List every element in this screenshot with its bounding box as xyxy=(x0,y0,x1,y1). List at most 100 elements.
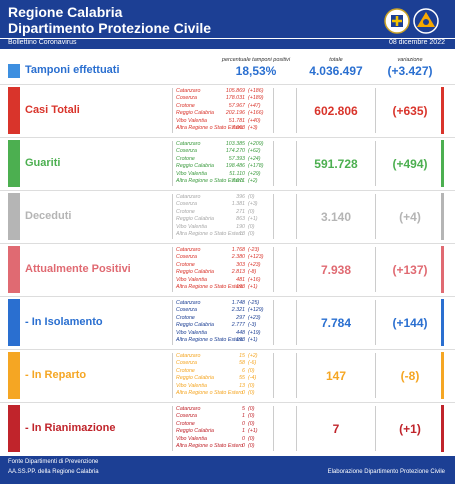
color-bar xyxy=(441,405,444,452)
area-value: 2.380 xyxy=(231,254,245,261)
area-name: Altra Regione o Stato Estero xyxy=(176,442,244,449)
section-total: 7.938 xyxy=(320,262,352,277)
section: Casi Totali Catanzaro 105.869 (+186) Cosenza… xyxy=(0,84,455,136)
color-bar xyxy=(441,352,444,399)
area-name: Crotone xyxy=(176,314,195,321)
area-name: Vibo Valentia xyxy=(176,329,207,336)
color-bar xyxy=(441,299,444,346)
area-name: Altra Regione o Stato Estero xyxy=(176,389,244,396)
area-name: Reggio Calabria xyxy=(176,428,214,435)
area-change: (0) xyxy=(248,208,255,215)
area-name: Vibo Valentia xyxy=(176,435,207,442)
detail-row: Catanzaro 396 (0) xyxy=(173,194,273,201)
separator xyxy=(375,194,376,239)
area-change: (0) xyxy=(248,194,255,200)
detail-row: Cosenza 1.381 (+3) xyxy=(173,201,273,208)
section-title: - In Rianimazione xyxy=(25,421,116,434)
detail-row: Catanzaro 105.869 (+186) xyxy=(173,88,273,95)
area-change: (-6) xyxy=(248,360,257,367)
area-name: Altra Regione o Stato Estero xyxy=(176,283,244,290)
area-change: (+1) xyxy=(248,216,258,223)
area-name: Altra Regione o Stato Estero xyxy=(176,177,244,184)
area-value: 0 xyxy=(242,420,245,427)
area-name: Reggio Calabria xyxy=(176,110,214,117)
section-change: (+144) xyxy=(392,315,428,330)
detail-row: Catanzaro 15 (+2) xyxy=(173,353,273,360)
area-name: Catanzaro xyxy=(176,247,201,253)
area-name: Crotone xyxy=(176,367,195,374)
section-total: 147 xyxy=(325,368,347,383)
area-value: 2.813 xyxy=(231,269,245,276)
section-total: 3.140 xyxy=(320,209,352,224)
area-value: 103.385 xyxy=(225,141,245,147)
separator xyxy=(296,141,297,186)
area-value: 0 xyxy=(242,442,245,449)
section-total: 591.728 xyxy=(314,156,358,171)
detail-row: Reggio Calabria 863 (+1) xyxy=(173,216,273,223)
color-bar xyxy=(8,193,20,240)
area-change: (0) xyxy=(248,406,255,412)
area-value: 174.270 xyxy=(225,148,245,155)
area-change: (0) xyxy=(248,413,255,420)
color-bar xyxy=(8,299,20,346)
sub-bar xyxy=(0,38,455,49)
area-value: 396 xyxy=(236,194,245,200)
section-title: Deceduti xyxy=(25,209,72,222)
area-change: (-8) xyxy=(248,269,257,276)
area-change: (0) xyxy=(248,442,255,449)
detail-row: Altra Regione o Stato Estero 7.071 (+2) xyxy=(173,178,273,185)
separator xyxy=(296,406,297,451)
detail-row: Altra Regione o Stato Estero 0 (0) xyxy=(173,390,273,397)
section-title: Attualmente Positivi xyxy=(25,262,131,275)
area-name: Altra Regione o Stato Estero xyxy=(176,124,244,131)
area-value: 7.063 xyxy=(231,124,245,131)
bulletin: Bollettino Coronavirus xyxy=(8,39,77,46)
separator xyxy=(375,141,376,186)
area-change: (0) xyxy=(248,389,255,396)
area-change: (-4) xyxy=(248,375,257,382)
area-change: (+23) xyxy=(248,261,261,268)
separator xyxy=(375,406,376,451)
color-bar xyxy=(441,193,444,240)
area-change: (+3) xyxy=(248,124,258,131)
area-change: (0) xyxy=(248,382,255,389)
detail-box: Catanzaro 103.385 (+209) Cosenza 174.270 (+62… xyxy=(172,141,274,186)
logos xyxy=(384,8,439,34)
area-name: Cosenza xyxy=(176,95,197,102)
detail-row: Crotone 57.393 (+24) xyxy=(173,156,273,163)
detail-row: Crotone 6 (0) xyxy=(173,368,273,375)
area-name: Vibo Valentia xyxy=(176,223,207,230)
separator xyxy=(296,353,297,398)
detail-row: Altra Regione o Stato Estero 7.063 (+3) xyxy=(173,125,273,132)
detail-box: Catanzaro 5 (0) Cosenza 1 (0) Crotone 0 (0) Reggi… xyxy=(172,406,274,451)
area-change: (-25) xyxy=(248,300,260,306)
area-value: 2.321 xyxy=(231,307,245,314)
area-name: Catanzaro xyxy=(176,88,201,94)
source: Fonte Dipartimenti di Prevenzione xyxy=(8,459,99,465)
area-value: 57.967 xyxy=(228,102,245,109)
section-change: (+494) xyxy=(392,156,428,171)
column-header: variazione xyxy=(397,57,423,63)
area-value: 51.781 xyxy=(228,117,245,124)
area-change: (+3) xyxy=(248,201,258,208)
detail-row: Catanzaro 5 (0) xyxy=(173,406,273,413)
area-name: Crotone xyxy=(176,102,195,109)
area-value: 863 xyxy=(236,216,245,223)
area-value: 57.393 xyxy=(228,155,245,162)
separator xyxy=(375,88,376,133)
color-bar xyxy=(8,352,20,399)
area-name: Vibo Valentia xyxy=(176,276,207,283)
area-change: (+40) xyxy=(248,117,261,124)
header-bar xyxy=(0,0,455,38)
area-change: (+29) xyxy=(248,170,261,177)
section: - In Reparto Catanzaro 15 (+2) Cosenza 58 (-6)… xyxy=(0,349,455,401)
area-value: 481 xyxy=(236,276,245,283)
area-change: (+23) xyxy=(248,314,261,321)
area-value: 13 xyxy=(239,230,245,237)
area-name: Cosenza xyxy=(176,360,197,367)
detail-row: Crotone 0 (0) xyxy=(173,421,273,428)
area-name: Cosenza xyxy=(176,201,197,208)
area-change: (+1) xyxy=(248,428,258,435)
area-name: Catanzaro xyxy=(176,194,201,200)
section-change: (-8) xyxy=(400,368,420,383)
